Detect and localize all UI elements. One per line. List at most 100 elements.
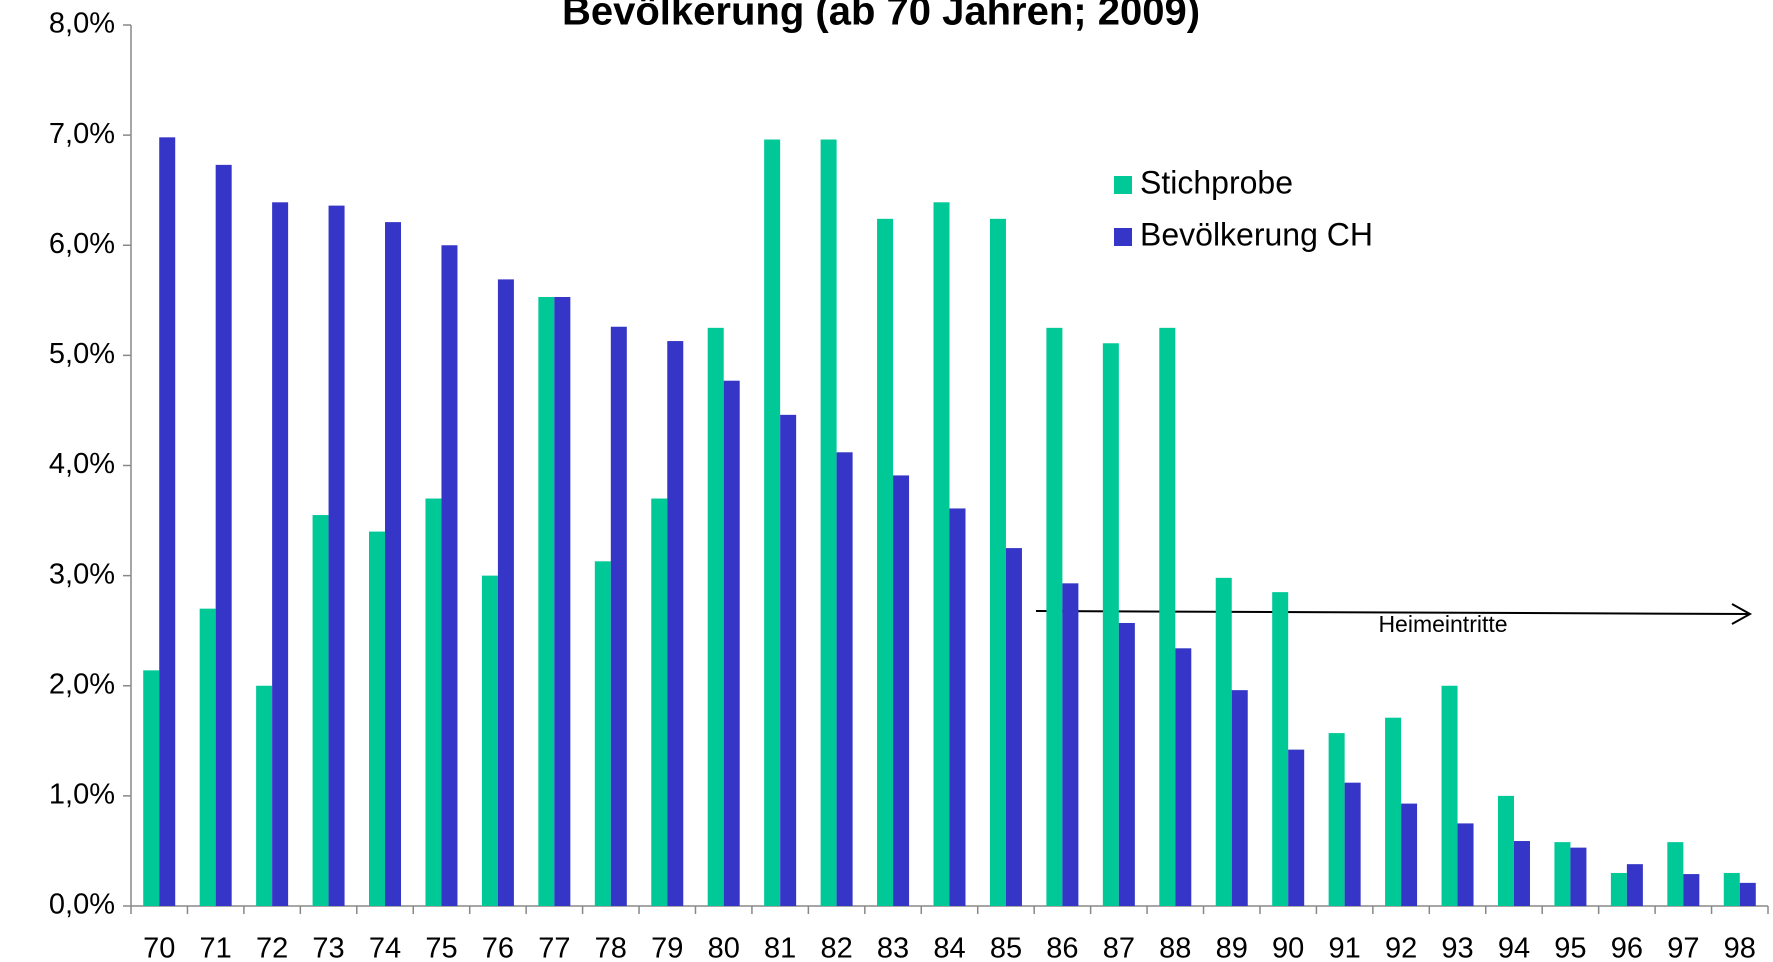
- bar: [481, 575, 498, 906]
- x-tick-label: 83: [877, 933, 909, 962]
- bar: [328, 205, 345, 907]
- y-tick-label: 4,0%: [49, 448, 115, 480]
- x-tick-label: 93: [1441, 933, 1473, 962]
- y-tick-label: 0,0%: [49, 889, 115, 921]
- bar: [143, 670, 160, 906]
- bar: [215, 164, 232, 906]
- bar: [1385, 717, 1402, 906]
- chart-title: Bevölkerung (ab 70 Jahren; 2009): [562, 0, 1200, 34]
- x-tick-label: 76: [482, 933, 514, 962]
- bar: [667, 341, 684, 907]
- x-tick-label: 98: [1724, 933, 1756, 962]
- bar: [1344, 782, 1361, 906]
- bar: [1441, 685, 1458, 906]
- x-tick-label: 75: [425, 933, 457, 962]
- bar: [1102, 343, 1119, 907]
- y-tick-label: 2,0%: [49, 668, 115, 700]
- x-tick-label: 84: [933, 933, 965, 962]
- bar: [1723, 872, 1740, 906]
- bar: [651, 498, 668, 906]
- bar: [272, 202, 289, 906]
- x-tick-label: 88: [1159, 933, 1191, 962]
- bar: [893, 475, 910, 906]
- bar: [1231, 690, 1248, 906]
- bar: [1118, 622, 1135, 906]
- x-tick-label: 87: [1103, 933, 1135, 962]
- bar: [989, 218, 1006, 906]
- bar: [1062, 583, 1079, 906]
- bar: [780, 414, 797, 906]
- x-tick-label: 74: [369, 933, 401, 962]
- x-tick-label: 79: [651, 933, 683, 962]
- bar: [1610, 872, 1627, 906]
- bar: [1570, 847, 1587, 906]
- bar: [820, 139, 837, 906]
- x-tick-label: 78: [595, 933, 627, 962]
- x-tick-label: 85: [990, 933, 1022, 962]
- bar: [538, 297, 555, 906]
- x-tick-label: 96: [1611, 933, 1643, 962]
- bar: [425, 498, 442, 906]
- legend-label: Bevölkerung CH: [1140, 216, 1373, 252]
- bar: [1457, 823, 1474, 906]
- bar: [256, 685, 273, 906]
- bar: [1288, 749, 1305, 906]
- annotation-arrow: [1035, 610, 1751, 615]
- bar: [1175, 648, 1192, 906]
- bar: [707, 327, 724, 906]
- x-tick-label: 82: [820, 933, 852, 962]
- x-tick-label: 71: [200, 933, 232, 962]
- bar: [1739, 882, 1756, 906]
- bar: [385, 222, 402, 906]
- y-tick-label: 7,0%: [49, 118, 115, 150]
- legend-swatch: [1114, 176, 1132, 194]
- y-tick-label: 8,0%: [49, 8, 115, 40]
- bar: [877, 218, 894, 906]
- x-tick-label: 95: [1554, 933, 1586, 962]
- x-tick-label: 91: [1329, 933, 1361, 962]
- bar: [1667, 842, 1684, 906]
- bar: [1159, 327, 1176, 906]
- x-tick-label: 81: [764, 933, 796, 962]
- x-tick-label: 70: [143, 933, 175, 962]
- bar: [441, 245, 458, 906]
- bar: [1328, 733, 1345, 906]
- bar: [1046, 327, 1063, 906]
- bar: [1554, 842, 1571, 906]
- bar: [1005, 548, 1022, 906]
- x-tick-label: 89: [1216, 933, 1248, 962]
- bar: [723, 380, 740, 906]
- bar: [949, 508, 966, 906]
- annotation: Heimeintritte: [1378, 611, 1507, 637]
- bar: [764, 139, 781, 906]
- bar: [1683, 874, 1700, 906]
- x-tick-label: 94: [1498, 933, 1530, 962]
- x-tick-label: 86: [1046, 933, 1078, 962]
- x-tick-label: 80: [708, 933, 740, 962]
- x-tick-label: 90: [1272, 933, 1304, 962]
- x-tick-label: 77: [538, 933, 570, 962]
- bar: [1513, 841, 1530, 906]
- y-tick-label: 5,0%: [49, 338, 115, 370]
- bar: [1497, 795, 1514, 906]
- bar: [836, 452, 853, 906]
- bar: [610, 326, 627, 906]
- bar: [312, 515, 329, 906]
- bar: [594, 561, 611, 906]
- bar: [1401, 803, 1418, 906]
- bar: [497, 279, 514, 906]
- y-tick-label: 1,0%: [49, 779, 115, 811]
- bar: [369, 531, 386, 906]
- legend-label: Stichprobe: [1140, 164, 1293, 200]
- bar: [933, 202, 950, 906]
- bar: [554, 297, 571, 906]
- bar: [1215, 577, 1232, 906]
- bar: [199, 608, 216, 906]
- y-tick-label: 3,0%: [49, 558, 115, 590]
- bar: [159, 137, 176, 906]
- x-tick-label: 92: [1385, 933, 1417, 962]
- x-tick-label: 73: [312, 933, 344, 962]
- arrow-head: [1731, 603, 1753, 625]
- y-tick-label: 6,0%: [49, 228, 115, 260]
